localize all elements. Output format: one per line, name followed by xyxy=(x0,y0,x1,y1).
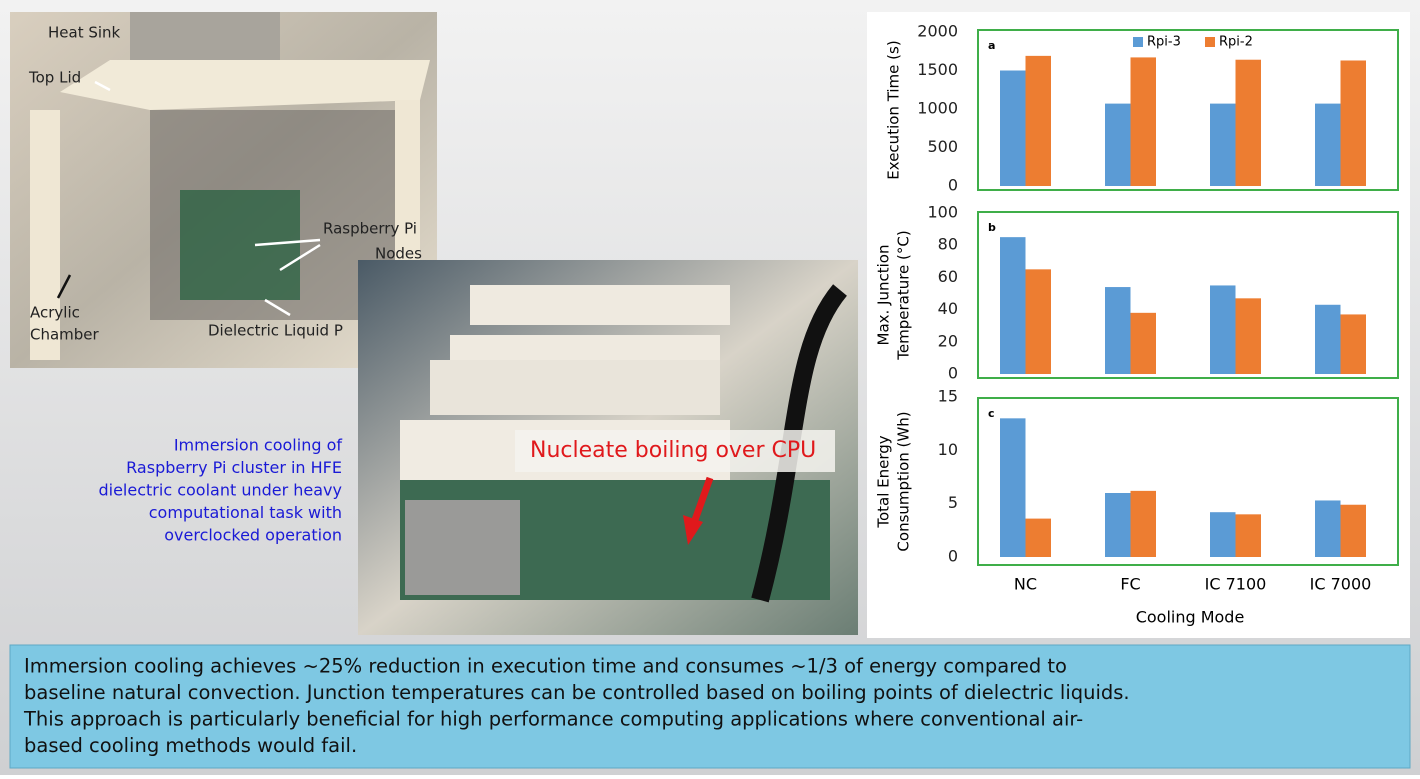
y-tick-label: 15 xyxy=(938,387,958,406)
photo-label: Nucleate boiling over CPU xyxy=(530,438,816,463)
x-tick-label: IC 7100 xyxy=(1205,575,1267,594)
bar xyxy=(1315,500,1341,557)
bar xyxy=(1025,518,1051,557)
y-axis-label: Execution Time (s) xyxy=(885,40,903,179)
y-tick-label: 0 xyxy=(948,176,958,195)
panel-label: b xyxy=(988,221,996,234)
y-tick-label: 1000 xyxy=(917,99,958,118)
bar xyxy=(1105,493,1131,557)
y-tick-label: 0 xyxy=(948,547,958,566)
y-tick-label: 60 xyxy=(938,267,958,286)
legend-label: Rpi-3 xyxy=(1147,35,1181,50)
bar xyxy=(1210,103,1236,186)
caption: Immersion cooling of Raspberry Pi cluster… xyxy=(98,436,342,545)
bar xyxy=(1130,57,1156,186)
bar xyxy=(1235,298,1261,374)
y-tick-label: 20 xyxy=(938,331,958,350)
caption-line: Raspberry Pi cluster in HFE xyxy=(126,458,342,477)
summary-box xyxy=(9,644,1411,769)
photo-label: Acrylic xyxy=(30,304,80,322)
summary-line: based cooling methods would fail. xyxy=(24,734,357,757)
y-tick-label: 10 xyxy=(938,440,958,459)
caption-line: Immersion cooling of xyxy=(174,436,343,455)
y-tick-label: 80 xyxy=(938,235,958,254)
summary-line: Immersion cooling achieves ~25% reductio… xyxy=(24,655,1067,678)
bar xyxy=(1315,304,1341,374)
y-axis-label: Consumption (Wh) xyxy=(895,411,913,551)
legend-swatch xyxy=(1133,37,1143,47)
arrow-red xyxy=(683,476,714,545)
bar xyxy=(1000,418,1026,557)
summary: Immersion cooling achieves ~25% reductio… xyxy=(23,655,1130,758)
y-tick-label: 0 xyxy=(948,364,958,383)
bar xyxy=(1130,490,1156,557)
caption-line: computational task with xyxy=(149,503,342,522)
photo-label: Dielectric Liquid P xyxy=(208,322,343,340)
y-tick-label: 500 xyxy=(927,137,958,156)
callout-box xyxy=(515,430,835,472)
x-tick-label: IC 7000 xyxy=(1310,575,1372,594)
photo-label: Raspberry Pi xyxy=(323,220,417,238)
photo-label: Nodes xyxy=(375,245,422,263)
y-tick-label: 5 xyxy=(948,493,958,512)
photo-label: Heat Sink xyxy=(48,24,121,42)
bar xyxy=(1210,512,1236,557)
plot-frame xyxy=(977,211,1399,379)
photo-label: Chamber xyxy=(30,326,100,344)
bar xyxy=(1340,504,1366,557)
bar xyxy=(1235,514,1261,557)
x-tick-label: FC xyxy=(1120,575,1140,594)
bar xyxy=(1340,314,1366,374)
y-axis-label: Total Energy xyxy=(875,435,893,528)
x-axis-label: Cooling Mode xyxy=(1136,608,1245,627)
bar xyxy=(1000,237,1026,374)
y-tick-label: 1500 xyxy=(917,60,958,79)
summary-line: This approach is particularly beneficial… xyxy=(23,708,1083,731)
caption-line: dielectric coolant under heavy xyxy=(98,481,342,500)
arrows xyxy=(56,80,321,317)
y-tick-label: 2000 xyxy=(917,22,958,41)
bar xyxy=(1210,285,1236,374)
bar xyxy=(1315,103,1341,186)
panel-label: c xyxy=(988,407,995,420)
bar xyxy=(1235,59,1261,186)
x-tick-label: NC xyxy=(1014,575,1037,594)
plot-frame xyxy=(977,397,1399,566)
bar xyxy=(1105,287,1131,374)
legend-swatch xyxy=(1205,37,1215,47)
bar xyxy=(1000,70,1026,186)
plot-frame xyxy=(977,29,1399,191)
caption-line: overclocked operation xyxy=(164,526,342,545)
bar xyxy=(1025,269,1051,374)
y-tick-label: 100 xyxy=(927,203,958,222)
y-axis-label: Temperature (°C) xyxy=(895,230,913,360)
bar xyxy=(1025,55,1051,187)
summary-line: baseline natural convection. Junction te… xyxy=(24,681,1130,704)
bar xyxy=(1105,103,1131,186)
y-tick-label: 40 xyxy=(938,299,958,318)
y-axis-label: Max. Junction xyxy=(875,245,893,346)
panel-label: a xyxy=(988,39,995,52)
bar xyxy=(1130,312,1156,374)
bar xyxy=(1340,60,1366,186)
legend-label: Rpi-2 xyxy=(1219,35,1253,50)
photo-label: Top Lid xyxy=(28,69,81,87)
